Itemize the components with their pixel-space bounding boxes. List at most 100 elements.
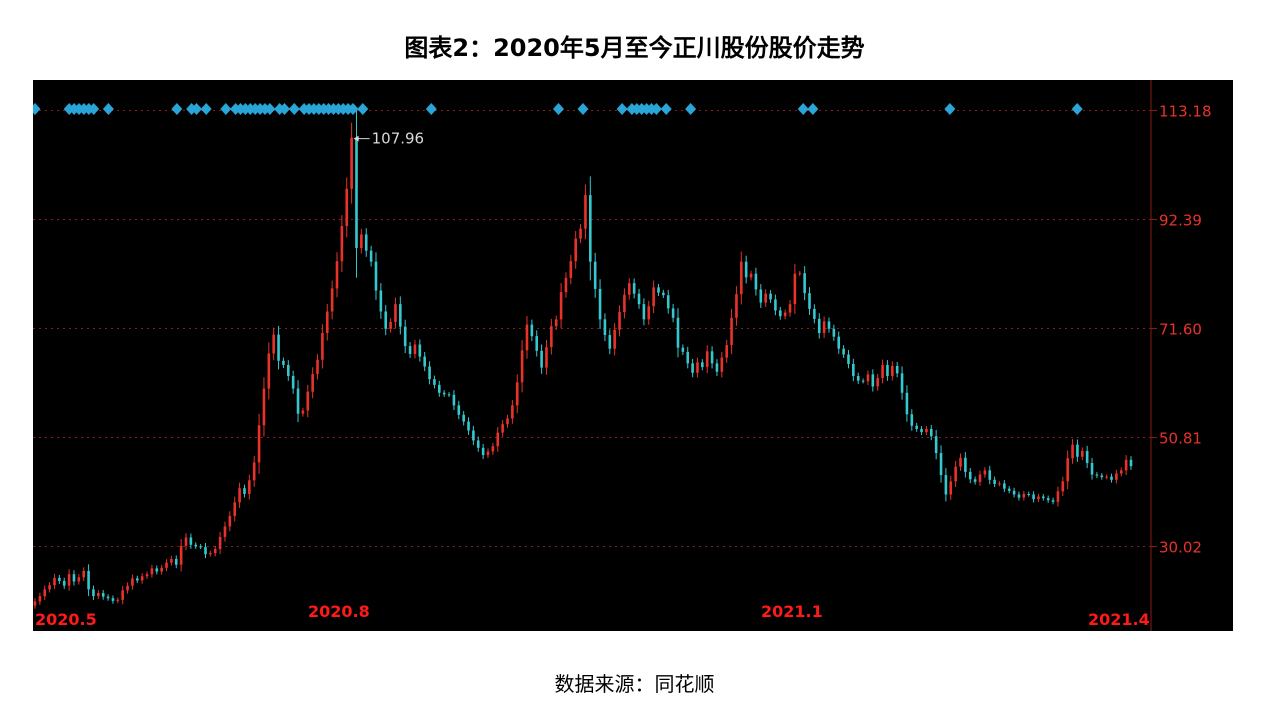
candle-body	[1129, 459, 1133, 467]
candle-body	[43, 589, 47, 597]
candle	[900, 366, 904, 400]
candle-body	[1095, 474, 1099, 476]
candle-body	[287, 364, 290, 376]
diamond-marker	[425, 103, 437, 115]
candle-body	[666, 295, 670, 309]
candle-body	[243, 488, 246, 494]
candle	[218, 531, 222, 555]
candle	[550, 318, 553, 355]
candle	[1119, 467, 1123, 477]
candle-body	[574, 238, 577, 262]
candle	[267, 342, 271, 400]
candle	[155, 565, 159, 575]
candle	[905, 385, 909, 422]
x-tick-label: 2021.4	[1088, 610, 1150, 629]
y-axis: 113.18 92.39 71.60 50.81 30.02	[1150, 80, 1212, 631]
candle	[135, 575, 139, 584]
candle-body	[364, 234, 368, 251]
diamond-marker	[288, 103, 300, 115]
candle	[306, 384, 310, 418]
candle	[886, 360, 889, 381]
candle	[589, 176, 592, 281]
candle-body	[866, 374, 870, 382]
candle	[452, 390, 456, 411]
candle-body	[1007, 488, 1011, 491]
candle-body	[944, 475, 948, 495]
diamond-marker	[1071, 103, 1083, 115]
candle-body	[72, 574, 76, 582]
candle-body	[38, 596, 42, 602]
candle	[62, 577, 66, 589]
diamond-marker	[220, 103, 232, 115]
y-tick-label: 92.39	[1159, 212, 1202, 230]
candle-body	[257, 425, 261, 463]
candle	[915, 422, 918, 432]
diamond-marker	[347, 103, 359, 115]
candle	[272, 327, 275, 361]
candle	[1042, 494, 1045, 501]
stock-price-chart: 113.18 92.39 71.60 50.81 30.02 107.96 2020.5 2…	[33, 80, 1212, 631]
candle-body	[111, 598, 115, 601]
candle	[998, 481, 1001, 487]
candle-body	[238, 488, 241, 503]
candle-body	[671, 308, 675, 318]
candle	[506, 414, 509, 428]
candle	[403, 319, 407, 354]
candle-body	[530, 324, 534, 337]
candle	[291, 370, 295, 394]
candle-body	[335, 261, 339, 289]
candle	[481, 443, 485, 460]
candle	[710, 346, 714, 369]
candle-body	[48, 585, 51, 590]
candle-body	[160, 567, 163, 572]
candle	[257, 413, 261, 474]
candle-body	[1071, 444, 1074, 459]
candle-body	[296, 388, 300, 414]
candle-body	[408, 346, 412, 354]
candle-body	[1051, 500, 1055, 502]
candle	[525, 316, 529, 359]
candle-body	[1046, 498, 1050, 501]
candle	[199, 544, 202, 550]
candle	[559, 283, 563, 329]
candle	[243, 484, 246, 498]
candle	[637, 288, 641, 309]
candle	[174, 555, 178, 569]
candle	[116, 597, 120, 604]
candle-body	[131, 578, 134, 586]
candle	[983, 467, 987, 478]
candle-body	[394, 304, 397, 322]
candle	[788, 299, 792, 317]
candle-body	[881, 364, 884, 379]
candle	[457, 400, 461, 420]
candle	[705, 345, 709, 374]
candle	[623, 288, 626, 319]
marker-layer	[33, 103, 1083, 115]
candle	[579, 224, 582, 244]
diamond-marker	[577, 103, 589, 115]
candle	[993, 476, 996, 488]
candle	[1110, 473, 1113, 483]
candle	[545, 339, 548, 375]
candle	[330, 280, 334, 320]
candle-body	[886, 364, 889, 376]
candle	[428, 361, 431, 385]
candle	[1090, 458, 1094, 480]
candle-body	[593, 261, 597, 289]
candle	[1100, 473, 1104, 480]
candle	[686, 346, 690, 369]
candle	[413, 340, 417, 359]
candle	[223, 521, 227, 542]
candle-body	[642, 304, 646, 320]
candle	[496, 427, 500, 452]
candle-body	[82, 571, 86, 578]
candle-body	[481, 447, 485, 456]
candle-body	[1012, 490, 1016, 495]
candle	[632, 278, 636, 299]
candle	[418, 339, 422, 362]
candle	[1124, 455, 1128, 476]
y-tick-label: 71.60	[1159, 321, 1202, 339]
candle	[808, 287, 811, 315]
candle-body	[676, 317, 680, 348]
candle-body	[1080, 450, 1084, 457]
